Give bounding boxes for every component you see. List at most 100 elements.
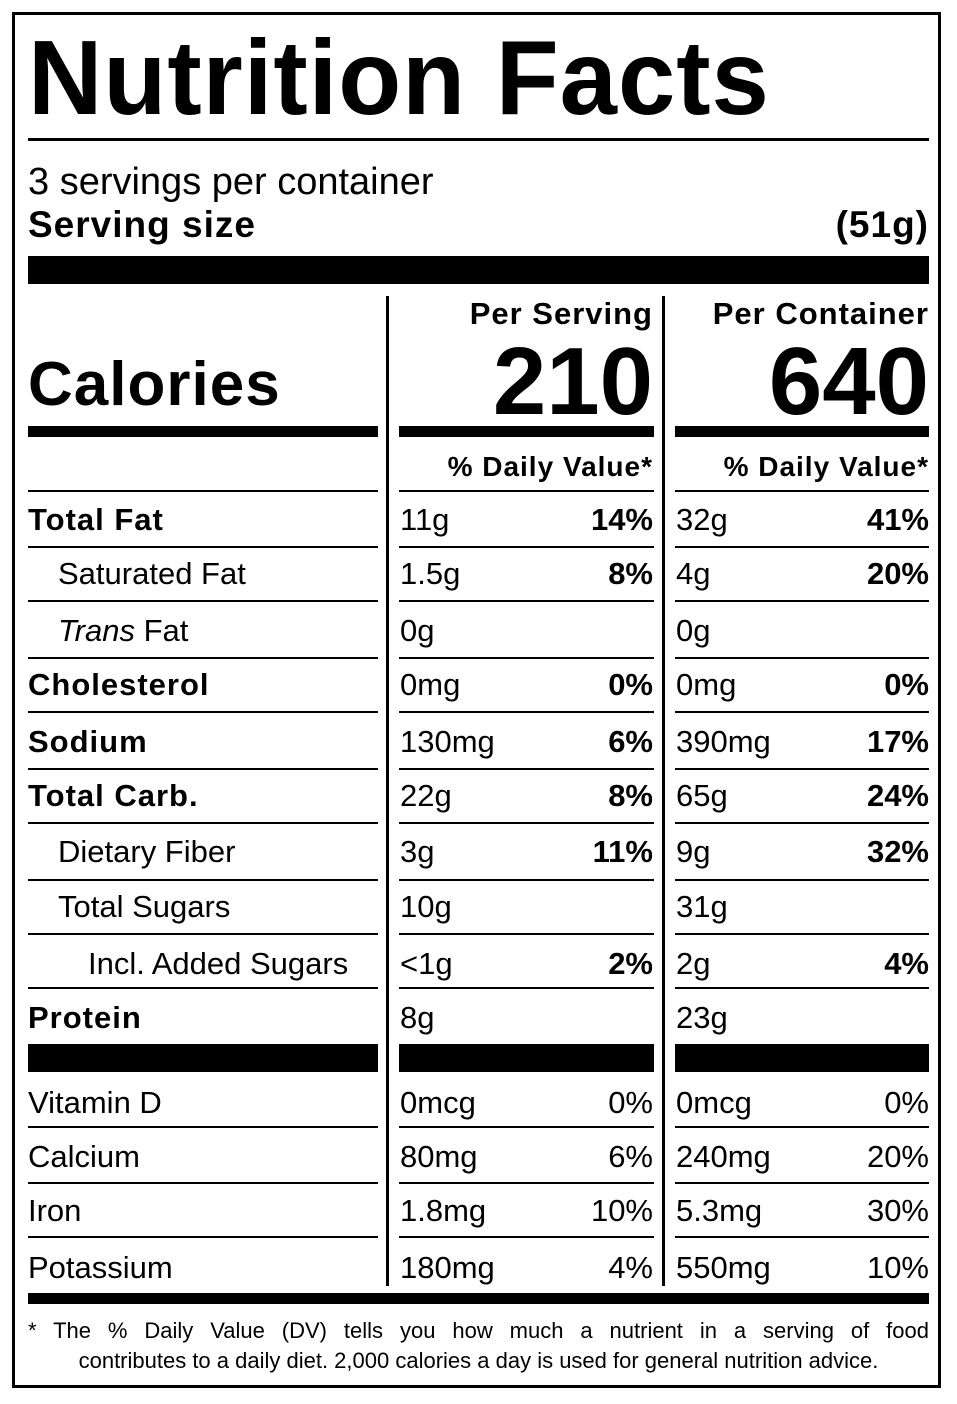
vitamin-bar-label <box>28 1044 378 1072</box>
nutrient-label: Dietary Fiber <box>58 834 236 869</box>
row-divider-label <box>28 600 378 602</box>
container-daily-value: 0% <box>884 1085 929 1120</box>
serving-amount: <1g <box>400 946 453 981</box>
container-daily-value: 20% <box>866 1139 929 1174</box>
nutrient-label: Total Sugars <box>58 889 231 924</box>
container-amount: 9g <box>676 834 711 869</box>
nutrient-label-italic: Trans <box>58 613 135 648</box>
serving-daily-value: 8% <box>608 556 653 591</box>
row-divider-serving <box>399 933 654 935</box>
row-divider-serving <box>399 1182 654 1184</box>
serving-amount: 10g <box>400 889 452 924</box>
vitamin-label: Vitamin D <box>28 1085 162 1120</box>
serving-amount: 3g <box>400 834 435 869</box>
container-amount: 2g <box>676 946 711 981</box>
container-amount: 31g <box>676 889 728 924</box>
row-divider-serving <box>399 879 654 881</box>
serving-amount: 11g <box>400 502 450 537</box>
container-amount: 0mg <box>676 667 737 702</box>
row-divider-serving <box>399 490 654 492</box>
container-amount: 390mg <box>676 724 771 759</box>
serving-amount: 8g <box>400 1000 435 1035</box>
container-daily-value: 0% <box>884 667 929 702</box>
serving-size-value: (51g) <box>835 204 929 245</box>
label-frame <box>12 12 941 1388</box>
vitamin-bar-serving <box>399 1044 654 1072</box>
container-daily-value: 41% <box>866 502 929 537</box>
container-daily-value: 32% <box>866 834 929 869</box>
title-divider <box>28 138 929 141</box>
container-amount: 65g <box>676 778 728 813</box>
row-divider-container <box>675 1126 929 1128</box>
container-amount: 550mg <box>676 1250 771 1285</box>
row-divider-container <box>675 768 929 770</box>
container-amount: 240mg <box>676 1139 771 1174</box>
container-daily-value: 30% <box>866 1193 929 1228</box>
container-daily-value: 17% <box>866 724 929 759</box>
serving-daily-value: 10% <box>590 1193 653 1228</box>
container-amount: 32g <box>676 502 728 537</box>
nutrient-label: Incl. Added Sugars <box>88 946 349 981</box>
nutrient-label: Total Carb. <box>28 778 199 813</box>
vitamin-label: Potassium <box>28 1250 173 1285</box>
serving-amount: 22g <box>400 778 452 813</box>
nutrient-label: Sodium <box>28 724 148 759</box>
row-divider-container <box>675 933 929 935</box>
container-daily-value: 20% <box>866 556 929 591</box>
row-divider-label <box>28 1236 378 1238</box>
row-divider-container <box>675 822 929 824</box>
row-divider-serving <box>399 600 654 602</box>
calories-bar-label <box>28 426 378 437</box>
serving-amount: 130mg <box>400 724 495 759</box>
serving-daily-value: 2% <box>608 946 653 981</box>
row-divider-label <box>28 1182 378 1184</box>
nutrient-label: Cholesterol <box>28 667 210 702</box>
row-divider-label <box>28 822 378 824</box>
row-divider-serving <box>399 1236 654 1238</box>
row-divider-container <box>675 1236 929 1238</box>
container-amount: 5.3mg <box>676 1193 763 1228</box>
footnote-line-2: contributes to a daily diet. 2,000 calor… <box>78 1348 879 1373</box>
nutrient-label: Saturated Fat <box>58 556 246 591</box>
row-divider-container <box>675 711 929 713</box>
container-amount: 4g <box>676 556 711 591</box>
serving-daily-value: 0% <box>608 667 653 702</box>
serving-daily-value: 4% <box>608 1250 653 1285</box>
row-divider-serving <box>399 1126 654 1128</box>
footnote-line-1: * The % Daily Value (DV) tells you how m… <box>28 1318 929 1343</box>
row-divider-label <box>28 987 378 989</box>
row-divider-label <box>28 879 378 881</box>
row-divider-serving <box>399 657 654 659</box>
column-divider-right <box>662 296 665 1286</box>
row-divider-label <box>28 490 378 492</box>
container-daily-value: 4% <box>884 946 929 981</box>
container-daily-value: 24% <box>866 778 929 813</box>
serving-amount: 1.8mg <box>400 1193 487 1228</box>
row-divider-label <box>28 768 378 770</box>
row-divider-label <box>28 657 378 659</box>
row-divider-label <box>28 933 378 935</box>
nutrient-label: Trans Fat <box>58 613 188 649</box>
serving-amount: 0mcg <box>400 1085 476 1120</box>
vitamin-label: Calcium <box>28 1139 140 1174</box>
row-divider-container <box>675 657 929 659</box>
row-divider-container <box>675 987 929 989</box>
row-divider-serving <box>399 987 654 989</box>
row-divider-label <box>28 546 378 548</box>
label-title: Nutrition Facts <box>28 19 770 137</box>
container-amount: 0g <box>676 613 711 648</box>
nutrient-label: Protein <box>28 1000 142 1035</box>
serving-amount: 0g <box>400 613 435 648</box>
serving-amount: 180mg <box>400 1250 495 1285</box>
row-divider-container <box>675 1182 929 1184</box>
container-amount: 23g <box>676 1000 728 1035</box>
serving-amount: 80mg <box>400 1139 478 1174</box>
row-divider-label <box>28 711 378 713</box>
calories-per-serving: 210 <box>492 328 653 435</box>
dv-header-serving: % Daily Value* <box>447 451 653 482</box>
calories-label: Calories <box>28 350 281 419</box>
row-divider-container <box>675 600 929 602</box>
footnote: * The % Daily Value (DV) tells you how m… <box>28 1316 929 1376</box>
servings-per-container: 3 servings per container <box>28 161 434 203</box>
vitamin-bar-container <box>675 1044 929 1072</box>
